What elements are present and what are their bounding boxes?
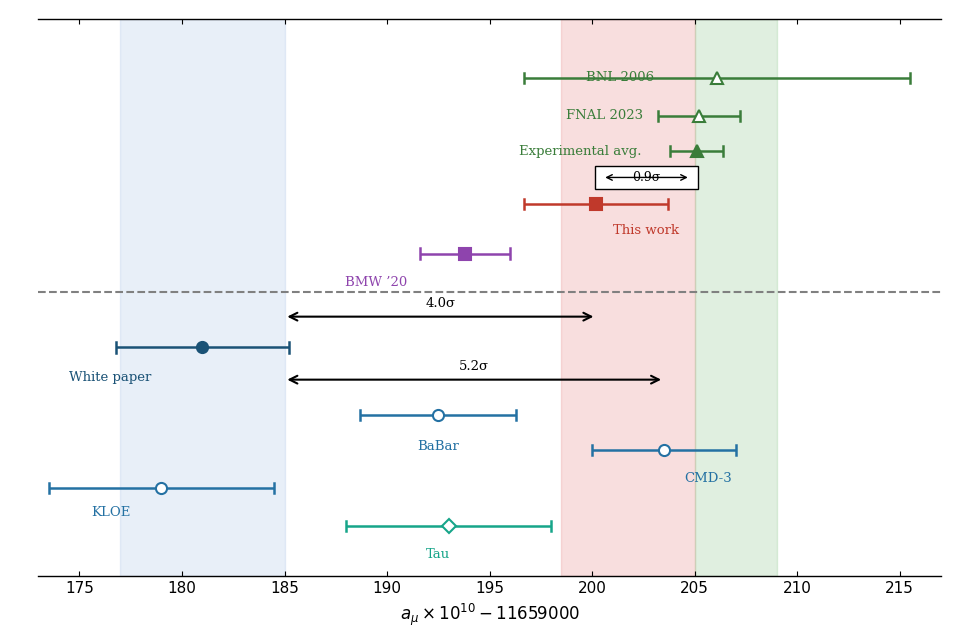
Text: CMD-3: CMD-3 — [684, 472, 732, 485]
Bar — [695, 19, 777, 576]
Text: Tau: Tau — [426, 548, 450, 561]
Text: BNL 2006: BNL 2006 — [586, 71, 654, 84]
Text: 0.9σ: 0.9σ — [633, 171, 660, 184]
Text: BMW ’20: BMW ’20 — [346, 276, 408, 289]
Text: FNAL 2023: FNAL 2023 — [566, 109, 643, 122]
Bar — [120, 19, 284, 576]
Text: White paper: White paper — [69, 371, 151, 384]
Text: BaBar: BaBar — [418, 440, 459, 452]
Text: KLOE: KLOE — [91, 506, 131, 518]
Bar — [562, 19, 695, 576]
Text: 5.2σ: 5.2σ — [459, 360, 490, 373]
Text: Experimental avg.: Experimental avg. — [518, 145, 641, 157]
X-axis label: $a_{\mu} \times 10^{10} - 11659000$: $a_{\mu} \times 10^{10} - 11659000$ — [399, 602, 580, 628]
Text: 4.0σ: 4.0σ — [425, 297, 455, 310]
FancyBboxPatch shape — [595, 166, 698, 189]
Text: This work: This work — [612, 225, 679, 237]
